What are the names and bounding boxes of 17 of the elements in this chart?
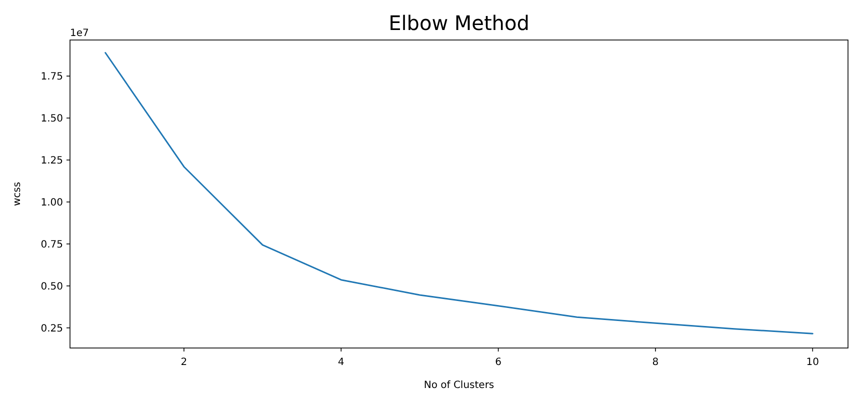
- y-tick-label: 1.75: [40, 72, 63, 83]
- chart-title: Elbow Method: [388, 11, 530, 35]
- y-tick-label: 0.25: [40, 323, 63, 334]
- y-tick-label: 0.50: [40, 281, 63, 292]
- y-axis-title: wcss: [12, 182, 23, 206]
- line-series: [104, 52, 814, 334]
- x-tick-label: 4: [338, 357, 344, 368]
- x-tick-label: 10: [806, 357, 820, 368]
- y-tick-label: 0.75: [40, 239, 63, 250]
- x-axis-title: No of Clusters: [424, 380, 494, 391]
- text: 1e7: [70, 28, 89, 39]
- y-tick-label: 1.25: [40, 156, 63, 167]
- y-tick-label: 1.50: [40, 114, 63, 125]
- x-tick-label: 6: [495, 357, 502, 368]
- x-tick-label: 2: [180, 357, 188, 368]
- x-tick-label: 8: [652, 357, 659, 368]
- y-tick-label: 1.00: [40, 197, 63, 208]
